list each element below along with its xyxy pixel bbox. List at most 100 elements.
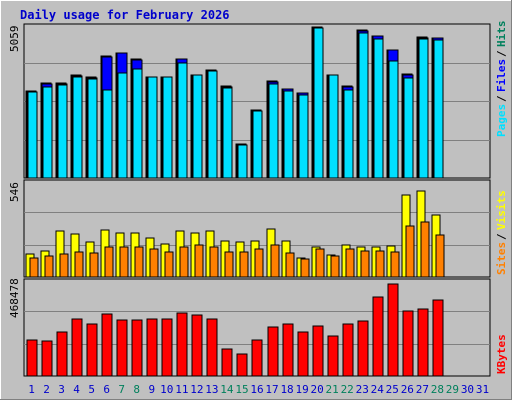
sites-bar [285, 252, 295, 278]
kbytes-bar [176, 312, 188, 377]
pages-bar [72, 76, 83, 179]
x-tick-label: 23 [356, 383, 369, 396]
kbytes-bar [146, 318, 158, 377]
legend-files: Files [495, 59, 508, 92]
x-tick-label: 9 [148, 383, 155, 396]
x-tick-label: 8 [133, 383, 140, 396]
sites-bar [420, 221, 430, 278]
legend-sep-1: / [495, 95, 508, 102]
pages-bar [298, 94, 309, 179]
x-tick-label: 27 [416, 383, 429, 396]
legend-sep-3: / [495, 233, 508, 240]
pages-bar [207, 70, 218, 179]
kbytes-bar [101, 313, 113, 377]
sites-bar [134, 246, 144, 278]
x-tick-label: 15 [235, 383, 248, 396]
x-tick-label: 24 [371, 383, 385, 396]
pages-bar [388, 60, 399, 179]
kbytes-bar [342, 323, 354, 377]
x-tick-label: 13 [205, 383, 218, 396]
kbytes-bar [432, 299, 444, 377]
kbytes-bar [267, 326, 279, 377]
x-tick-label: 16 [250, 383, 263, 396]
kbytes-bar [86, 323, 98, 377]
pages-bar [328, 74, 339, 179]
kbytes-bar [56, 331, 68, 377]
sites-bar [360, 250, 370, 278]
sites-bar [74, 251, 84, 278]
x-tick-label: 3 [58, 383, 65, 396]
sites-bar [149, 248, 159, 278]
pages-bar [313, 27, 324, 179]
pages-bar [192, 74, 203, 179]
pages-bar [117, 72, 128, 179]
sites-bar [194, 244, 204, 278]
sites-bar [239, 251, 249, 278]
kbytes-bar [71, 318, 83, 377]
pages-bar [222, 87, 233, 179]
sites-bar [164, 251, 174, 278]
pages-bar [358, 32, 369, 179]
legend-sites: Sites [495, 242, 508, 275]
sites-bar [29, 257, 39, 278]
x-tick-label: 30 [461, 383, 474, 396]
top-panel-legend: Pages / Files / Hits [495, 21, 508, 138]
x-tick-label: 26 [401, 383, 414, 396]
x-tick-label: 25 [386, 383, 399, 396]
x-tick-label: 11 [175, 383, 188, 396]
sites-bar [270, 244, 280, 278]
kbytes-bar [402, 310, 414, 377]
kbytes-bar [387, 283, 399, 377]
chart-title: Daily usage for February 2026 [20, 8, 230, 22]
pages-bar [162, 76, 173, 179]
x-tick-label: 19 [295, 383, 308, 396]
sites-bar [435, 234, 445, 278]
x-tick-label: 2 [43, 383, 50, 396]
kbytes-bar [372, 296, 384, 377]
x-tick-label: 18 [280, 383, 293, 396]
x-tick-label: 5 [88, 383, 95, 396]
kbytes-bar [357, 320, 369, 377]
pages-bar [42, 86, 53, 179]
x-tick-label: 14 [220, 383, 234, 396]
pages-bar [87, 78, 98, 179]
bottom-panel-legend: KBytes [495, 334, 508, 374]
pages-bar [373, 38, 384, 179]
top-panel-ymax-label: 5059 [8, 26, 21, 53]
kbytes-bar [26, 339, 38, 377]
pages-bar [433, 39, 444, 179]
pages-bar [102, 89, 113, 179]
sites-bar [300, 258, 310, 278]
x-tick-label: 10 [160, 383, 173, 396]
pages-bar [418, 38, 429, 179]
kbytes-bar [191, 314, 203, 377]
x-tick-label: 22 [341, 383, 354, 396]
pages-bar [177, 62, 188, 179]
hits-files-pages-panel [23, 23, 491, 179]
sites-bar [89, 252, 99, 278]
legend-pages: Pages [495, 104, 508, 137]
pages-bar [283, 90, 294, 179]
kbytes-bar [131, 319, 143, 377]
legend-kbytes: KBytes [495, 334, 508, 374]
pages-bar [403, 77, 414, 179]
pages-bar [57, 84, 68, 179]
sites-bar [104, 246, 114, 278]
sites-bar [179, 246, 189, 278]
x-tick-label: 4 [73, 383, 80, 396]
x-tick-label: 21 [326, 383, 339, 396]
sites-bar [224, 251, 234, 278]
x-tick-label: 31 [476, 383, 489, 396]
kbytes-bar [417, 308, 429, 377]
pages-bar [132, 68, 143, 179]
x-tick-label: 1 [28, 383, 35, 396]
x-tick-label: 7 [118, 383, 125, 396]
legend-visits: Visits [495, 190, 508, 230]
x-tick-label: 6 [103, 383, 110, 396]
pages-bar [237, 144, 248, 179]
middle-panel-legend: Sites / Visits [495, 190, 508, 275]
kbytes-bar [327, 335, 339, 377]
sites-bar [119, 246, 129, 278]
